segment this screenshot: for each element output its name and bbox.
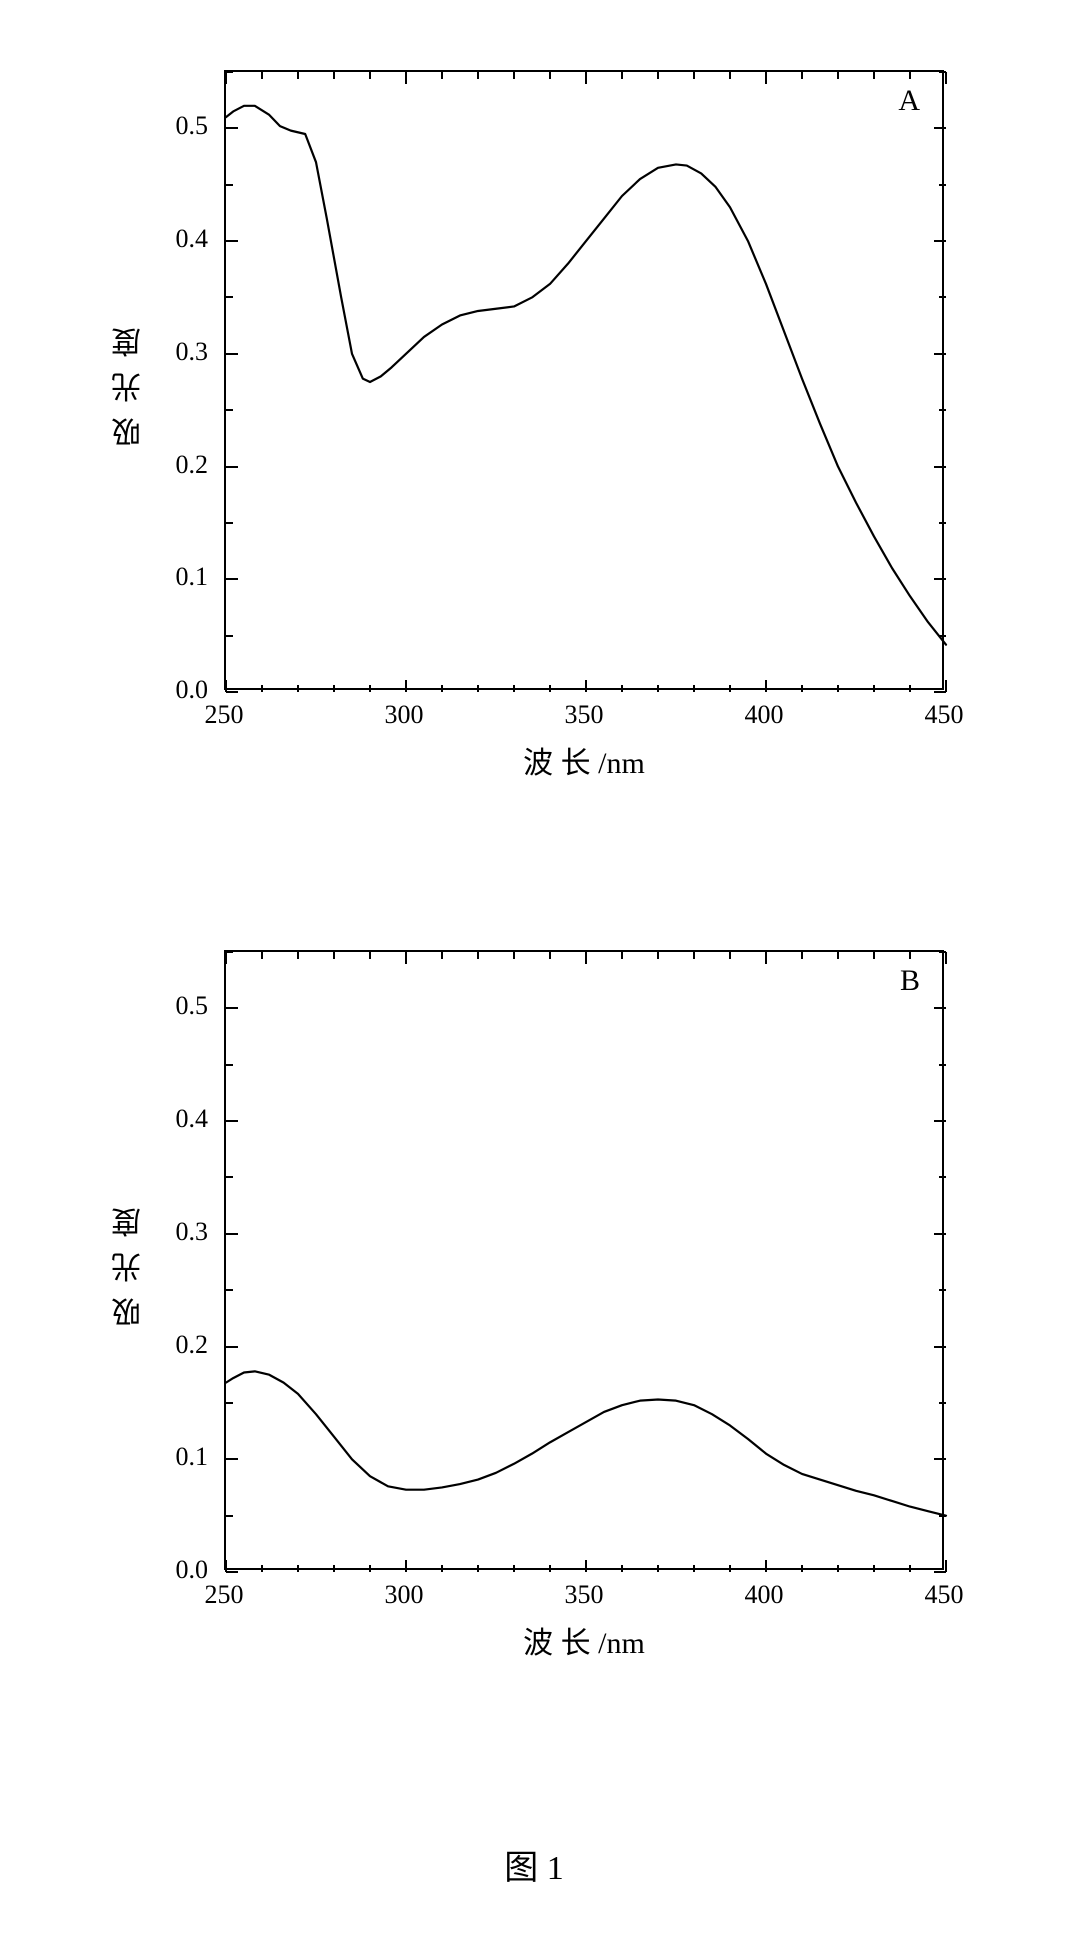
y-tick-label: 0.1 bbox=[158, 562, 208, 592]
x-tick-label: 450 bbox=[925, 1580, 964, 1610]
spectrum-curve bbox=[226, 952, 946, 1572]
x-tick-label: 450 bbox=[925, 700, 964, 730]
panel-letter: B bbox=[900, 964, 920, 998]
y-axis-label: 吸光度 bbox=[108, 1086, 152, 1433]
spectrum-curve bbox=[226, 72, 946, 692]
x-axis-label: 波 长 /nm bbox=[484, 738, 684, 782]
y-tick-label: 0.3 bbox=[158, 337, 208, 367]
y-tick-label: 0.0 bbox=[158, 675, 208, 705]
x-tick-label: 350 bbox=[565, 700, 604, 730]
x-tick-label: 350 bbox=[565, 1580, 604, 1610]
x-tick-label: 250 bbox=[205, 700, 244, 730]
x-tick-label: 250 bbox=[205, 1580, 244, 1610]
plot-area bbox=[224, 950, 944, 1570]
x-tick-label: 300 bbox=[385, 1580, 424, 1610]
x-axis-label: 波 长 /nm bbox=[484, 1618, 684, 1662]
panel-letter: A bbox=[898, 84, 920, 118]
figure-caption-text: 图 1 bbox=[504, 1850, 564, 1887]
chart-panel-b: 0.0 0.1 0.2 0.3 0.4 0.5 250 300 350 400 450 B 吸光度波 长… bbox=[94, 920, 974, 1680]
y-tick-label: 0.5 bbox=[158, 991, 208, 1021]
x-tick-label: 400 bbox=[745, 1580, 784, 1610]
y-tick-label: 0.5 bbox=[158, 111, 208, 141]
y-tick-label: 0.0 bbox=[158, 1555, 208, 1585]
y-tick-label: 0.1 bbox=[158, 1442, 208, 1472]
plot-area bbox=[224, 70, 944, 690]
chart-panel-a: 0.0 0.1 0.2 0.3 0.4 0.5 250 300 350 400 450 A 吸光度波 长… bbox=[94, 40, 974, 800]
x-tick-label: 300 bbox=[385, 700, 424, 730]
y-tick-label: 0.3 bbox=[158, 1217, 208, 1247]
figure-caption: 图 1 bbox=[504, 1840, 564, 1889]
y-tick-label: 0.4 bbox=[158, 1104, 208, 1134]
y-axis-label: 吸光度 bbox=[108, 206, 152, 553]
y-tick-label: 0.2 bbox=[158, 1330, 208, 1360]
x-tick-label: 400 bbox=[745, 700, 784, 730]
y-tick-label: 0.4 bbox=[158, 224, 208, 254]
y-tick-label: 0.2 bbox=[158, 450, 208, 480]
